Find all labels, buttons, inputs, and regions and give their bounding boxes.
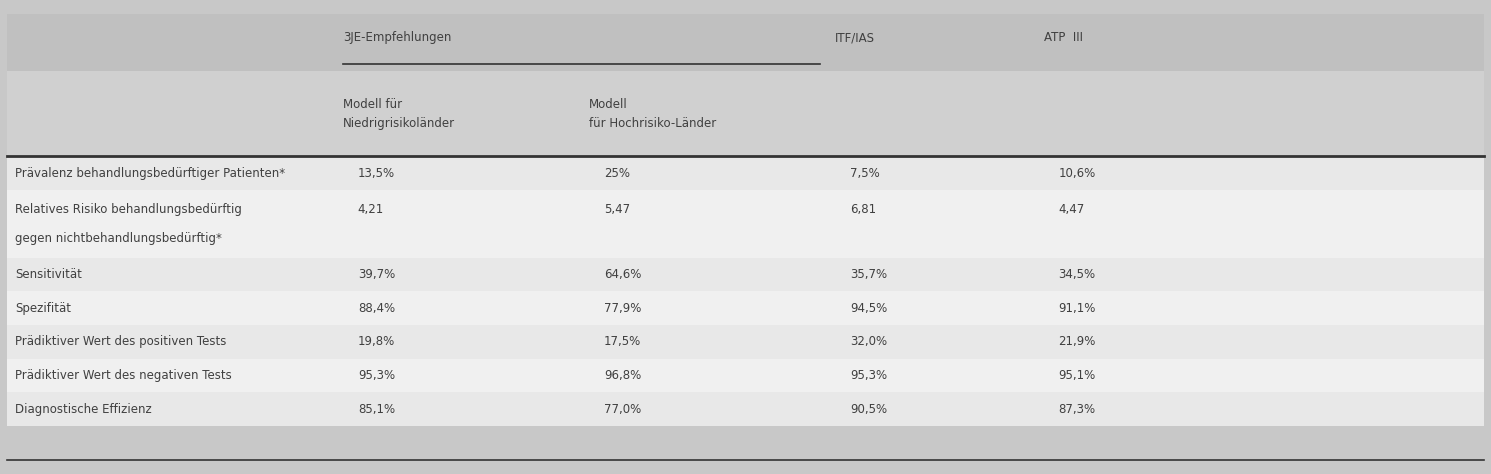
Text: ITF/IAS: ITF/IAS xyxy=(835,31,875,45)
Bar xyxy=(7,190,1484,257)
Text: 85,1%: 85,1% xyxy=(358,403,395,416)
Text: 13,5%: 13,5% xyxy=(358,167,395,180)
Text: 88,4%: 88,4% xyxy=(358,301,395,315)
Text: 96,8%: 96,8% xyxy=(604,369,641,382)
Text: 95,1%: 95,1% xyxy=(1059,369,1096,382)
Text: 39,7%: 39,7% xyxy=(358,268,395,281)
Bar xyxy=(7,325,1484,359)
Text: Sensitivität: Sensitivität xyxy=(15,268,82,281)
Bar xyxy=(7,291,1484,325)
Text: 25%: 25% xyxy=(604,167,629,180)
Text: 17,5%: 17,5% xyxy=(604,335,641,348)
Bar xyxy=(7,71,1484,156)
Text: Niedrigrisikoländer: Niedrigrisikoländer xyxy=(343,117,455,130)
Text: 95,3%: 95,3% xyxy=(850,369,887,382)
Text: ATP  III: ATP III xyxy=(1044,31,1082,45)
Text: 10,6%: 10,6% xyxy=(1059,167,1096,180)
Text: 4,21: 4,21 xyxy=(358,202,385,216)
Text: Relatives Risiko behandlungsbedürftig: Relatives Risiko behandlungsbedürftig xyxy=(15,202,242,216)
Text: 77,9%: 77,9% xyxy=(604,301,641,315)
Text: 35,7%: 35,7% xyxy=(850,268,887,281)
Text: Prädiktiver Wert des positiven Tests: Prädiktiver Wert des positiven Tests xyxy=(15,335,227,348)
Text: für Hochrisiko-Länder: für Hochrisiko-Länder xyxy=(589,117,716,130)
Text: 7,5%: 7,5% xyxy=(850,167,880,180)
Bar xyxy=(7,359,1484,392)
Text: 32,0%: 32,0% xyxy=(850,335,887,348)
Text: 87,3%: 87,3% xyxy=(1059,403,1096,416)
Text: Prävalenz behandlungsbedürftiger Patienten*: Prävalenz behandlungsbedürftiger Patient… xyxy=(15,167,285,180)
Text: 94,5%: 94,5% xyxy=(850,301,887,315)
Bar xyxy=(7,14,1484,71)
Text: Spezifität: Spezifität xyxy=(15,301,72,315)
Text: Modell für: Modell für xyxy=(343,98,403,111)
Text: 5,47: 5,47 xyxy=(604,202,631,216)
Text: 77,0%: 77,0% xyxy=(604,403,641,416)
Text: 64,6%: 64,6% xyxy=(604,268,641,281)
Text: Diagnostische Effizienz: Diagnostische Effizienz xyxy=(15,403,152,416)
Text: 6,81: 6,81 xyxy=(850,202,877,216)
Text: Prädiktiver Wert des negativen Tests: Prädiktiver Wert des negativen Tests xyxy=(15,369,231,382)
Text: 3JE-Empfehlungen: 3JE-Empfehlungen xyxy=(343,31,452,45)
Text: Modell: Modell xyxy=(589,98,628,111)
Text: 19,8%: 19,8% xyxy=(358,335,395,348)
Text: 34,5%: 34,5% xyxy=(1059,268,1096,281)
Text: 90,5%: 90,5% xyxy=(850,403,887,416)
Text: 4,47: 4,47 xyxy=(1059,202,1085,216)
Text: gegen nichtbehandlungsbedürftig*: gegen nichtbehandlungsbedürftig* xyxy=(15,232,222,245)
Text: 21,9%: 21,9% xyxy=(1059,335,1096,348)
Text: 95,3%: 95,3% xyxy=(358,369,395,382)
Bar xyxy=(7,392,1484,426)
Bar xyxy=(7,156,1484,190)
Bar xyxy=(7,257,1484,291)
Text: 91,1%: 91,1% xyxy=(1059,301,1096,315)
